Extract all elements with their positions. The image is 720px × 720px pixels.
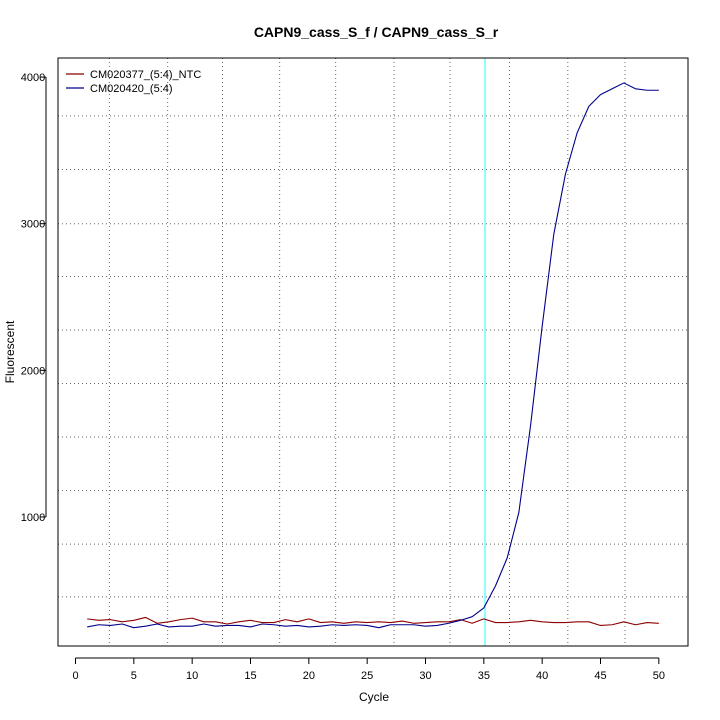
grid-lines	[58, 58, 688, 646]
legend: CM020377_(5:4)_NTC CM020420_(5:4)	[66, 69, 201, 95]
series-line-1	[87, 616, 659, 627]
y-tick-label: 1000	[21, 512, 45, 524]
x-tick-label: 40	[536, 670, 548, 682]
y-axis: 1000 2000 3000 4000	[21, 72, 47, 524]
x-axis-label: Cycle	[359, 690, 389, 704]
x-tick-label: 0	[72, 670, 78, 682]
series-group	[87, 82, 659, 629]
legend-label-2: CM020420_(5:4)	[90, 83, 173, 95]
x-tick-label: 15	[244, 670, 256, 682]
plot-frame	[57, 57, 689, 647]
y-tick-label: 2000	[21, 365, 45, 377]
chart-title: CAPN9_cass_S_f / CAPN9_cass_S_r	[254, 24, 499, 40]
legend-label-1: CM020377_(5:4)_NTC	[90, 69, 201, 81]
y-tick-label: 4000	[21, 72, 45, 84]
x-tick-label: 5	[131, 670, 137, 682]
x-tick-label: 30	[419, 670, 431, 682]
x-tick-label: 20	[303, 670, 315, 682]
x-tick-label: 50	[653, 670, 665, 682]
x-tick-label: 45	[594, 670, 606, 682]
x-tick-label: 10	[186, 670, 198, 682]
x-axis: 0 5 10 15 20 25 30 35 40 45 50	[72, 657, 665, 682]
x-tick-label: 25	[361, 670, 373, 682]
x-tick-label: 35	[478, 670, 490, 682]
y-axis-label: Fluorescent	[3, 320, 17, 383]
y-tick-label: 3000	[21, 219, 45, 231]
series-line-2	[87, 82, 659, 629]
